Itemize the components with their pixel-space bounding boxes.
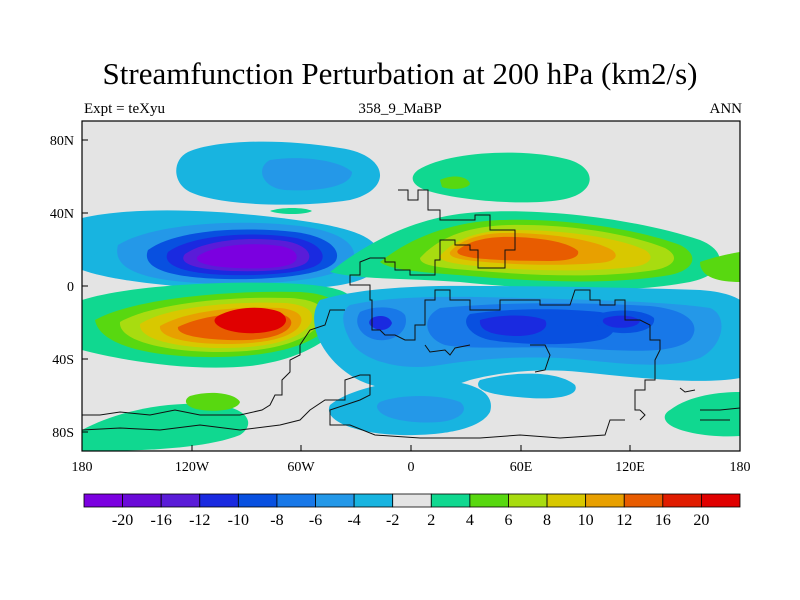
colorbar-box [83,493,123,508]
y-tick-label: 80N [50,134,74,149]
colorbar-box [392,493,432,508]
colorbar-label: 20 [693,512,709,529]
colorbar-box [585,493,625,508]
colorbar-box [701,493,741,508]
colorbar-label: -6 [309,512,322,529]
contour-np-6 [262,158,352,191]
colorbar-label: -16 [151,512,172,529]
colorbar-label: 16 [655,512,671,529]
plot-title: Streamfunction Perturbation at 200 hPa (… [102,56,698,91]
x-tick-label: 120W [175,460,210,475]
contour-tr-10 [479,315,547,336]
tick-marks [81,139,741,451]
colorbar-label: -10 [228,512,249,529]
colorbar-box [508,493,548,508]
x-tick-label: 60W [287,460,315,475]
contour-so-e [478,373,576,399]
colorbar-label: -12 [189,512,210,529]
colorbar-label: -20 [112,512,133,529]
colorbar-box [276,493,316,508]
contour-nw-2 [270,208,312,214]
contour-so-4 [377,396,464,423]
colorbar-label: 10 [578,512,594,529]
experiment-label: Expt = teXyu [84,101,165,117]
colorbar-label: -4 [347,512,360,529]
contour-se-blue [729,318,740,352]
case-label: 358_9_MaBP [358,101,442,117]
y-tick-label: 0 [67,280,74,295]
x-tick-label: 180 [730,460,751,475]
x-tick-label: 60E [510,460,533,475]
colorbar: -20 -16 -12 -10 -8 -6 -4 -2 2 4 6 8 10 12 16 20 [83,493,741,529]
y-axis: 80N 40N 0 40S 80S [50,134,74,441]
colorbar-box [353,493,394,508]
coastlines [82,189,740,439]
contour-ea-16 [457,236,579,261]
y-tick-label: 40N [50,207,74,222]
contour-w-blue [82,226,111,260]
colorbar-box [469,493,509,508]
colorbar-label: 6 [504,512,512,529]
colorbar-label: 2 [427,512,435,529]
y-tick-label: 40S [52,353,74,368]
season-label: ANN [709,101,743,117]
contour-na-20 [196,244,297,269]
colorbar-box [199,493,239,508]
colorbar-box [315,493,355,508]
colorbar-label: 4 [466,512,474,529]
contour-au-10 [602,315,640,328]
contour-sp-ext [82,403,249,451]
colorbar-box [160,493,201,508]
colorbar-label: -2 [386,512,399,529]
contour-field [82,121,740,451]
contour-se-4 [664,392,740,437]
contour-sp-20 [214,307,287,334]
contour-eu-4 [412,152,590,203]
x-axis: 180 120W 60W 0 60E 120E 180 [72,460,751,475]
colorbar-box [122,493,162,508]
contour-eu-6 [440,176,470,189]
x-tick-label: 180 [72,460,93,475]
colorbar-box [546,493,587,508]
colorbar-box [237,493,278,508]
colorbar-box [623,493,664,508]
colorbar-label: 8 [543,512,551,529]
x-tick-label: 120E [615,460,645,475]
contour-sp-ext-6 [185,392,240,411]
colorbar-box [430,493,471,508]
x-tick-label: 0 [408,460,415,475]
contour-at-10 [369,315,392,331]
colorbar-label: 12 [616,512,632,529]
contour-ea-ne [700,252,740,282]
colorbar-box [662,493,702,508]
y-tick-label: 80S [52,426,74,441]
colorbar-label: -8 [270,512,283,529]
